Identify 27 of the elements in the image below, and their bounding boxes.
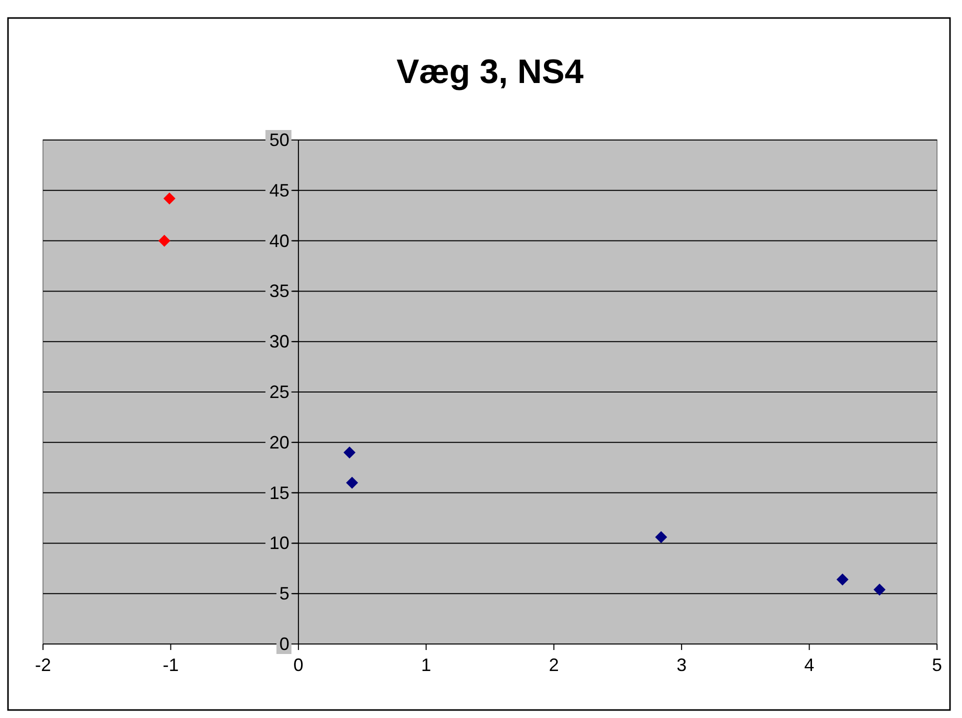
y-tick-label: 35 <box>269 281 290 302</box>
y-tick-label: 0 <box>279 634 290 654</box>
y-tick-label: 5 <box>279 584 290 604</box>
point <box>344 446 356 458</box>
point <box>836 573 848 586</box>
y-tick-label: 20 <box>269 432 290 452</box>
chart-title: Væg 3, NS4 <box>396 53 584 91</box>
y-tick-label: 10 <box>269 533 290 554</box>
point <box>346 476 358 489</box>
x-tick-label: -2 <box>34 655 52 675</box>
point <box>655 531 668 544</box>
point <box>163 192 176 204</box>
x-tick-label: 0 <box>293 655 304 675</box>
y-tick-label: 15 <box>269 482 290 503</box>
y-tick-label: 45 <box>269 180 290 200</box>
y-tick-label: 30 <box>269 332 290 352</box>
x-tick-label: 3 <box>676 655 687 675</box>
point <box>158 234 170 247</box>
x-tick-label: 4 <box>804 655 814 675</box>
y-tick-label: 25 <box>269 382 290 402</box>
y-tick-label: 50 <box>269 130 290 150</box>
x-tick-label: 2 <box>548 655 559 675</box>
y-tick-label: 40 <box>269 230 290 251</box>
x-tick-label: 5 <box>932 655 942 675</box>
point <box>874 584 886 596</box>
x-tick-label: 1 <box>421 655 432 675</box>
x-tick-label: -1 <box>162 655 179 675</box>
